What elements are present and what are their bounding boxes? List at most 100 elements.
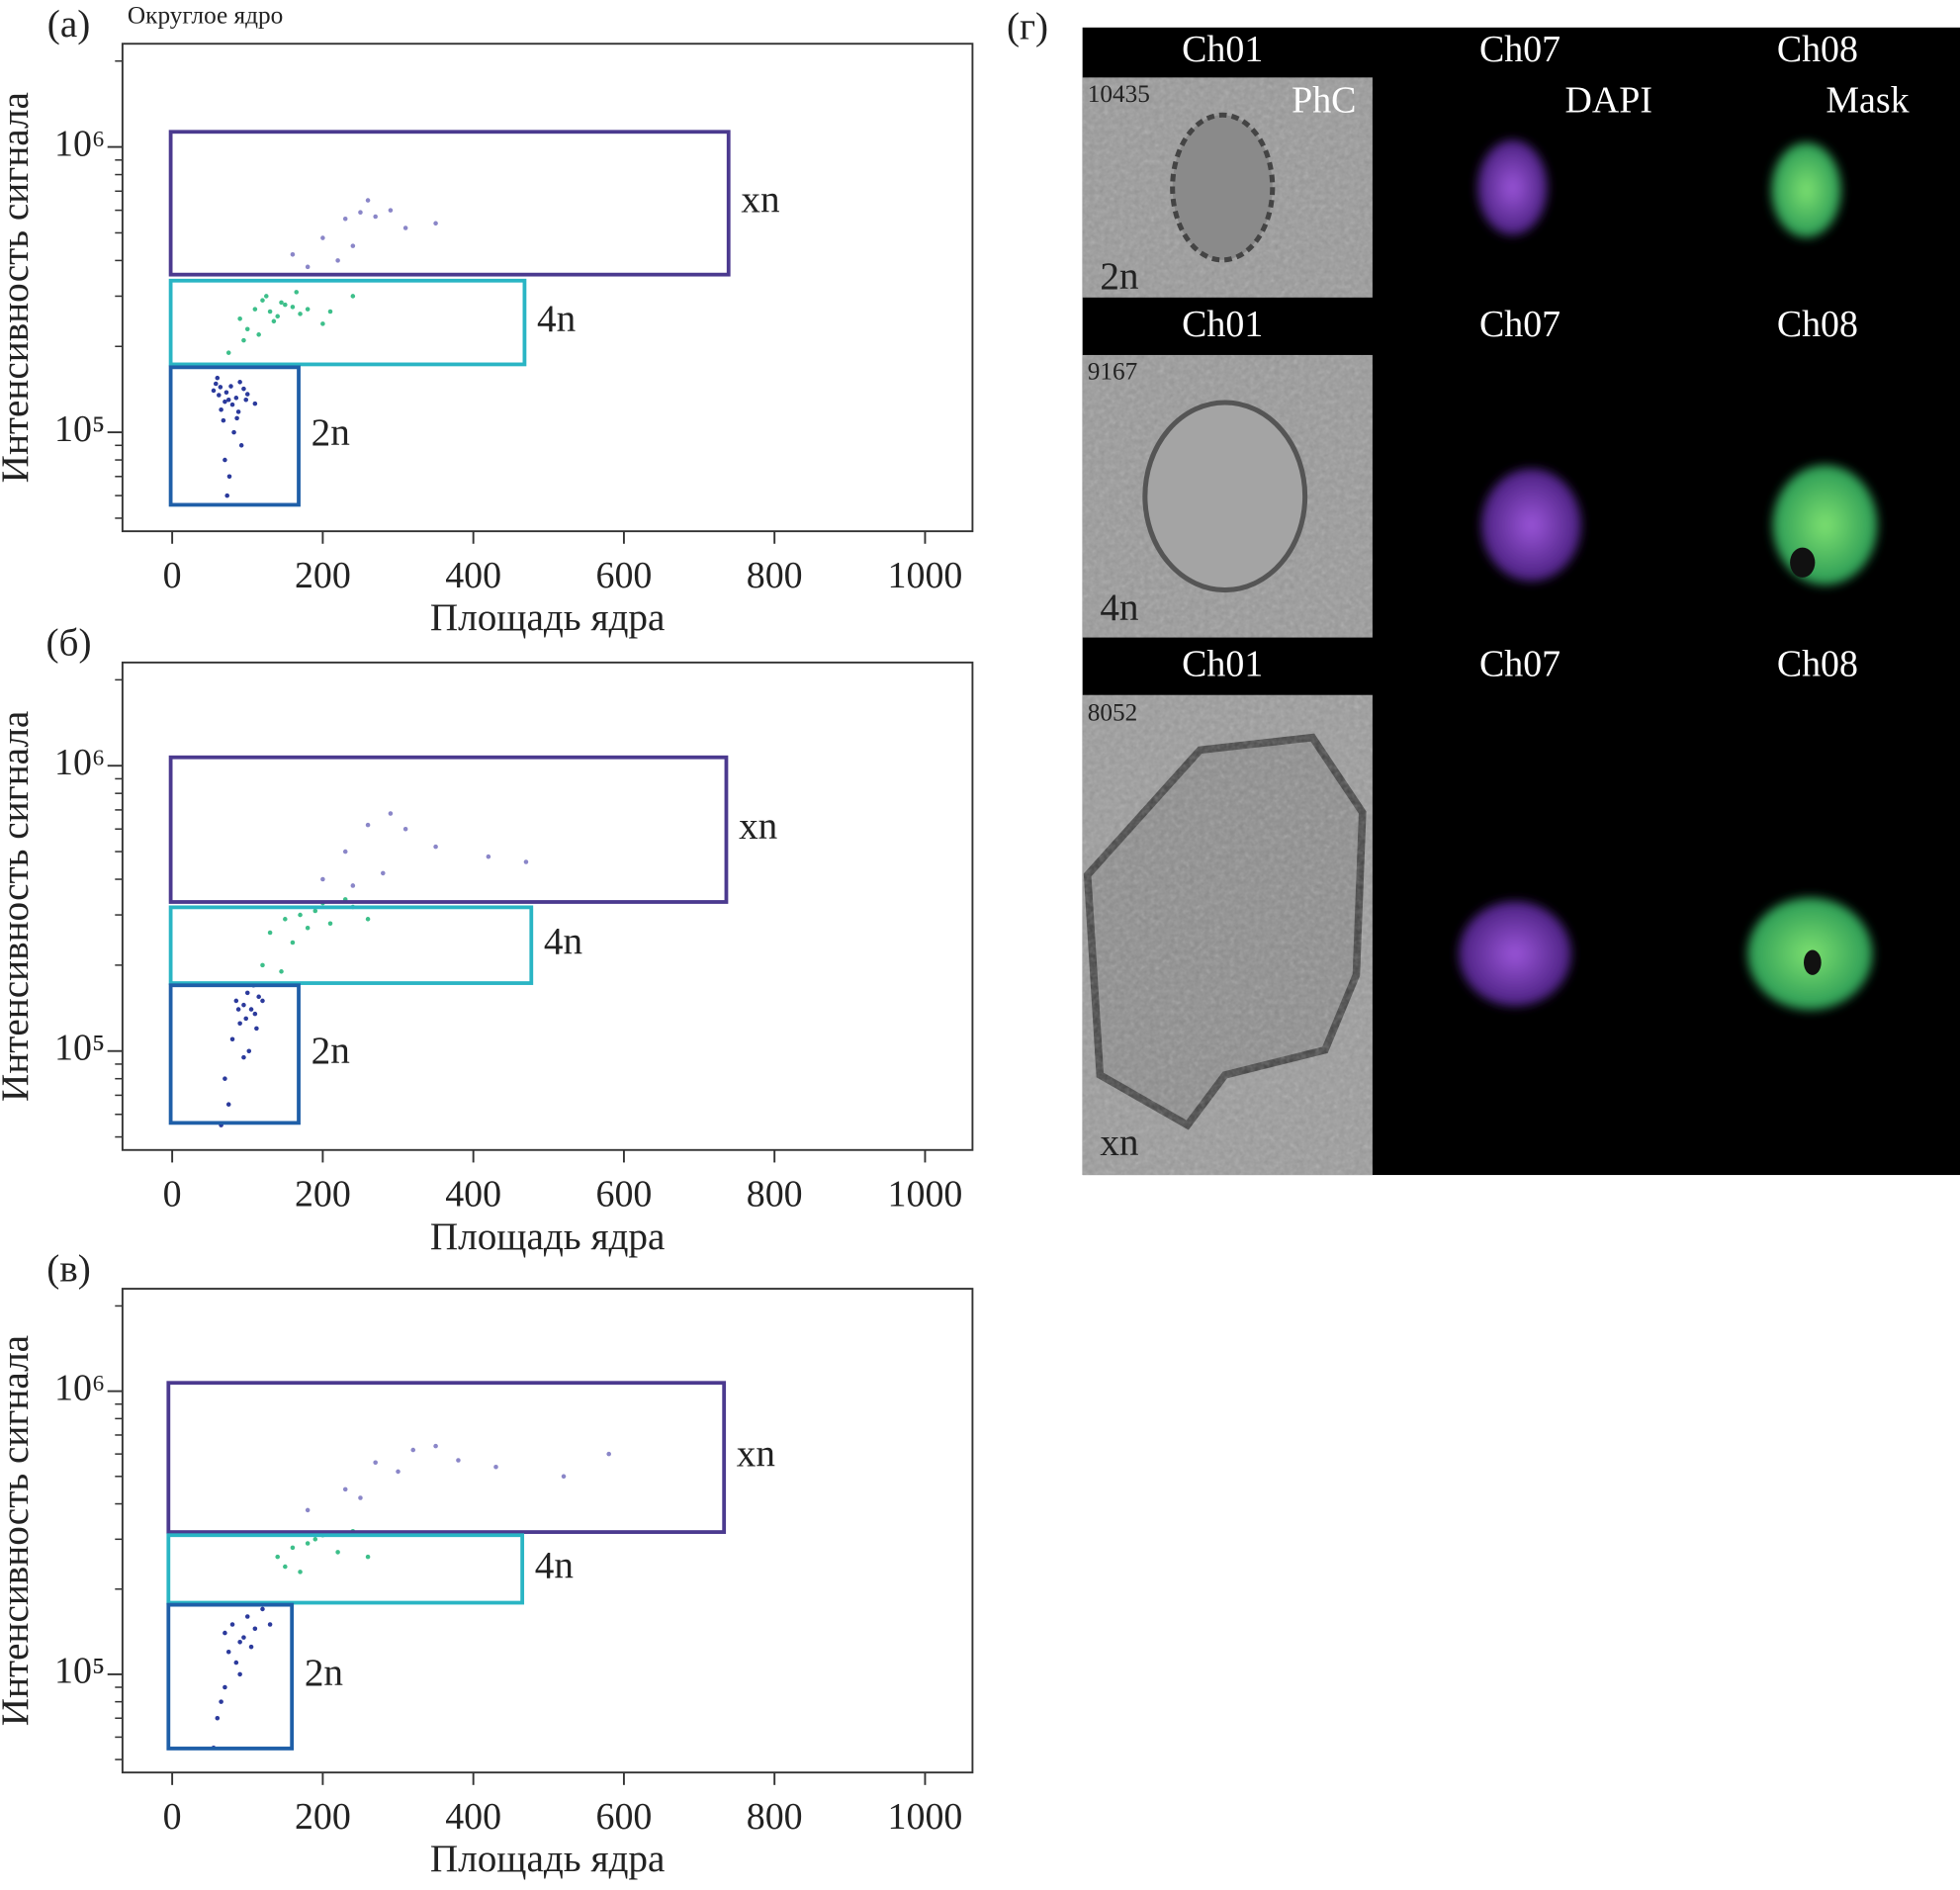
point xyxy=(402,225,408,230)
x-tick-label: 200 xyxy=(295,555,351,596)
panel-label: (в) xyxy=(46,1248,91,1291)
point xyxy=(365,822,371,828)
point xyxy=(237,1640,242,1645)
y-axis-label: Интенсивность сигнала xyxy=(0,1335,37,1726)
point xyxy=(486,854,491,859)
x-tick-label: 600 xyxy=(595,1796,652,1838)
point xyxy=(267,930,273,936)
y-axis-label: Интенсивность сигнала xyxy=(0,711,37,1102)
point xyxy=(254,1026,259,1032)
channel-header: Ch01 xyxy=(1182,644,1263,685)
point xyxy=(223,457,227,463)
x-tick-label: 1000 xyxy=(888,1796,963,1838)
point xyxy=(606,1451,611,1457)
point xyxy=(561,1474,567,1480)
x-axis-label: Площадь ядра xyxy=(430,596,665,639)
channel-name: DAPI xyxy=(1565,80,1652,122)
point xyxy=(305,1507,311,1513)
panel-label: (а) xyxy=(47,3,90,45)
x-tick-label: 600 xyxy=(595,555,652,596)
point xyxy=(358,210,363,215)
x-tick-label: 0 xyxy=(163,1796,182,1838)
point xyxy=(260,998,265,1004)
point xyxy=(225,1649,231,1655)
panel-label: (б) xyxy=(46,621,92,664)
nucleus-mask xyxy=(1771,142,1841,238)
point xyxy=(283,302,288,308)
point xyxy=(320,876,325,882)
point xyxy=(246,1048,252,1054)
gate xyxy=(168,983,301,1125)
point xyxy=(271,318,277,324)
point xyxy=(211,388,217,394)
point xyxy=(218,385,223,390)
point xyxy=(365,198,371,203)
point xyxy=(279,300,284,306)
point xyxy=(350,243,356,248)
point xyxy=(219,406,223,412)
point xyxy=(342,849,348,855)
point xyxy=(493,1464,498,1470)
plot-frame xyxy=(121,43,974,533)
panel-label: (г) xyxy=(1007,5,1048,47)
gate xyxy=(166,1381,727,1534)
point xyxy=(244,1614,250,1619)
point xyxy=(225,1102,231,1107)
point xyxy=(298,912,303,918)
gate-label: 4n xyxy=(544,921,582,963)
point xyxy=(241,337,246,343)
point xyxy=(290,305,296,310)
point xyxy=(243,397,249,403)
point xyxy=(223,1630,227,1636)
point xyxy=(275,314,280,319)
point xyxy=(264,294,269,299)
point xyxy=(252,1626,258,1631)
point xyxy=(358,1495,363,1500)
point xyxy=(231,429,236,435)
point xyxy=(320,235,325,240)
point xyxy=(433,1443,438,1449)
gate-label: 4n xyxy=(535,1544,574,1586)
point xyxy=(335,1550,340,1555)
phase-texture xyxy=(1082,694,1373,1176)
chart-title: Округлое ядро xyxy=(128,1,283,29)
point xyxy=(244,392,250,397)
point xyxy=(342,216,348,222)
point xyxy=(219,1699,223,1704)
cell xyxy=(1142,400,1308,593)
point xyxy=(223,1076,227,1081)
point xyxy=(225,350,231,355)
y-tick-label: 10⁵ xyxy=(54,1027,105,1068)
y-tick-label: 10⁶ xyxy=(54,1367,105,1408)
point xyxy=(237,316,242,321)
ploidy-label: xn xyxy=(1100,1122,1138,1164)
point xyxy=(252,1011,258,1017)
point xyxy=(215,1715,221,1721)
x-tick-label: 200 xyxy=(295,1796,351,1838)
channel-header: Ch01 xyxy=(1182,29,1263,70)
channel-header: Ch08 xyxy=(1777,29,1858,70)
gate xyxy=(166,1533,525,1605)
x-tick-label: 400 xyxy=(445,555,501,596)
point xyxy=(298,312,303,316)
point xyxy=(335,258,340,263)
plot-frame xyxy=(121,661,974,1151)
x-axis-label: Площадь ядра xyxy=(430,1215,665,1258)
point xyxy=(256,332,261,337)
y-tick-label: 10⁵ xyxy=(54,1651,105,1692)
y-tick-label: 10⁶ xyxy=(54,123,105,164)
mask-hole xyxy=(1790,547,1816,578)
point xyxy=(267,309,273,315)
point xyxy=(223,1684,227,1690)
channel-header: Ch07 xyxy=(1479,29,1560,70)
gate xyxy=(168,905,534,985)
point xyxy=(238,443,244,448)
point xyxy=(402,826,408,832)
point xyxy=(241,1635,246,1640)
point xyxy=(388,208,394,213)
point xyxy=(275,1554,280,1560)
point xyxy=(235,409,241,414)
channel-name: Mask xyxy=(1826,80,1909,122)
gate-label: 4n xyxy=(537,298,576,340)
nucleus-dapi xyxy=(1477,139,1548,235)
